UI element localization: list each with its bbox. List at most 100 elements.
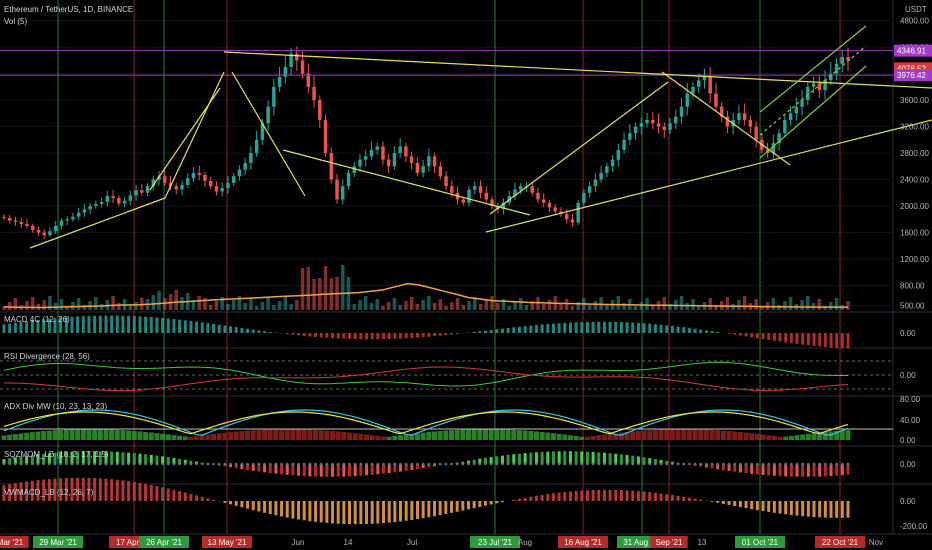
adx-histogram-bar	[664, 429, 670, 440]
macd-histogram-bar	[98, 315, 102, 333]
sqzmom-histogram-bar	[483, 457, 487, 464]
sqzmom-dot	[614, 462, 618, 466]
sqzmom-histogram-bar	[336, 464, 340, 477]
sqzmom-histogram-bar	[246, 464, 250, 470]
macd-histogram-bar	[778, 333, 782, 342]
indicator-tick-label: 80.00	[900, 395, 921, 404]
sqzmom-histogram-bar	[25, 455, 29, 464]
sqzmom-histogram-bar	[70, 451, 74, 464]
volume-bar	[771, 298, 776, 310]
macd-histogram-bar	[138, 316, 142, 333]
macd-histogram-bar	[302, 333, 306, 336]
vwmacd-histogram-bar	[30, 480, 34, 501]
candle-body	[490, 199, 494, 207]
macd-histogram-bar	[155, 317, 159, 333]
sqzmom-dot	[455, 462, 459, 466]
vwmacd-histogram-bar	[846, 501, 850, 518]
vwmacd-histogram-bar	[81, 477, 85, 501]
volume-bar	[392, 298, 397, 310]
vwmacd-histogram-bar	[529, 496, 533, 501]
adx-histogram-bar	[97, 429, 103, 440]
sqzmom-histogram-bar	[410, 464, 414, 470]
macd-histogram-bar	[478, 331, 482, 333]
vwmacd-histogram-bar	[676, 495, 680, 501]
candle-body	[696, 80, 701, 87]
candle-body	[536, 192, 540, 200]
vwmacd-histogram-bar	[738, 501, 742, 508]
adx-histogram-bar	[465, 429, 471, 440]
adx-histogram-bar	[448, 430, 454, 440]
sqzmom-dot	[382, 462, 385, 466]
adx-histogram-bar	[267, 429, 273, 440]
sqzmom-histogram-bar	[767, 464, 771, 476]
sqzmom-histogram-bar	[648, 458, 652, 464]
candle-body	[840, 57, 844, 64]
vwmacd-histogram-bar	[636, 491, 640, 501]
macd-histogram-bar	[602, 321, 606, 333]
macd-histogram-bar	[172, 319, 176, 333]
vwmacd-histogram-bar	[93, 478, 97, 501]
sqzmom-dot	[648, 462, 652, 466]
sqzmom-dot	[756, 462, 759, 466]
candle-body	[725, 116, 730, 127]
sqzmom-histogram-bar	[710, 464, 714, 469]
candle-body	[633, 126, 638, 134]
sqzmom-dot	[801, 462, 804, 466]
candle-body	[444, 176, 448, 187]
adx-histogram-bar	[726, 431, 732, 440]
volume-bar	[134, 302, 138, 310]
sqzmom-histogram-bar	[280, 464, 284, 475]
sqzmom-dot	[178, 462, 181, 466]
macd-histogram-bar	[801, 333, 805, 345]
adx-minus-line	[3, 411, 849, 435]
sqzmom-dot	[229, 462, 232, 466]
vwmacd-histogram-bar	[631, 490, 635, 501]
vwmacd-histogram-bar	[212, 499, 216, 501]
sqzmom-histogram-bar	[750, 464, 754, 474]
sqzmom-histogram-bar	[257, 464, 261, 472]
sqzmom-dot	[722, 462, 725, 466]
vwmacd-histogram-bar	[784, 501, 788, 515]
candle-body	[714, 93, 718, 107]
volume-bar	[404, 301, 408, 310]
vwmacd-histogram-bar	[274, 501, 278, 516]
sqzmom-histogram-bar	[625, 455, 629, 464]
adx-histogram-bar	[375, 435, 381, 440]
sqzmom-histogram-bar	[653, 459, 657, 464]
sqzmom-dot	[586, 462, 589, 466]
candle-body	[289, 53, 293, 67]
macd-histogram-bar	[370, 333, 374, 340]
adx-histogram-bar	[177, 435, 183, 440]
price-label-text: 3976.42	[897, 71, 926, 80]
candle-body	[834, 63, 839, 74]
adx-histogram-bar	[29, 432, 35, 440]
macd-histogram-bar	[149, 317, 153, 333]
vwmacd-histogram-bar	[166, 488, 170, 501]
adx-histogram-bar	[228, 432, 234, 440]
sqzmom-histogram-bar	[36, 454, 40, 464]
sqzmom-dot	[461, 462, 465, 466]
adx-histogram-bar	[284, 429, 290, 440]
vwmacd-histogram-bar	[127, 481, 131, 501]
candle-body	[691, 86, 695, 94]
volume-bar	[243, 303, 247, 310]
sqzmom-dot	[444, 462, 448, 466]
macd-histogram-bar	[704, 330, 708, 333]
adx-histogram-bar	[567, 435, 573, 440]
vwmacd-histogram-bar	[551, 493, 555, 501]
sqzmom-dot	[552, 462, 555, 466]
adx-histogram-bar	[522, 430, 528, 440]
sqzmom-histogram-bar	[784, 464, 788, 477]
channel-line	[759, 65, 867, 159]
sqzmom-dot	[557, 462, 561, 466]
macd-histogram-bar	[540, 324, 544, 333]
vwmacd-histogram-bar	[693, 498, 697, 501]
candle-body	[329, 153, 333, 180]
rsi-line-down	[3, 366, 849, 392]
sqzmom-dot	[574, 462, 578, 466]
candle-body	[427, 156, 431, 167]
adx-histogram-bar	[703, 429, 709, 440]
vwmacd-histogram-bar	[812, 501, 816, 518]
macd-histogram-bar	[416, 333, 420, 338]
